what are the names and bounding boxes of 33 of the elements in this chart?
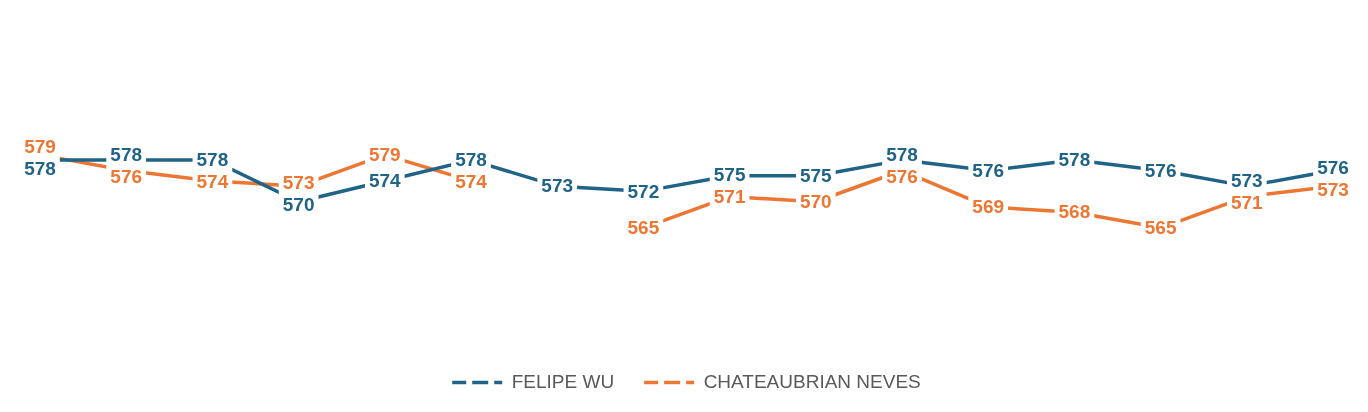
data-label: 573 [541, 175, 574, 197]
data-label: 565 [627, 217, 660, 239]
data-label: 579 [368, 144, 401, 166]
legend-label: CHATEAUBRIAN NEVES [703, 370, 921, 392]
data-label: 578 [110, 143, 143, 165]
data-label: 570 [282, 194, 315, 216]
data-label: 575 [713, 164, 746, 186]
data-label: 565 [1144, 217, 1177, 239]
data-label: 574 [196, 170, 229, 192]
data-label: 576 [972, 159, 1005, 181]
data-label: 573 [1230, 169, 1263, 191]
data-label: 578 [455, 148, 487, 170]
data-label: 578 [1058, 149, 1091, 171]
data-label: 574 [368, 170, 402, 192]
data-label: 576 [1317, 156, 1349, 178]
data-label: 574 [455, 170, 488, 192]
legend-label: FELIPE WU [511, 370, 615, 392]
data-label: 576 [110, 165, 143, 187]
data-label: 572 [627, 180, 660, 202]
data-label: 576 [1144, 159, 1177, 181]
data-label: 570 [799, 191, 832, 212]
data-label: 575 [799, 164, 833, 186]
data-label: 579 [24, 135, 56, 157]
data-label: 571 [713, 186, 746, 208]
data-label: 573 [282, 172, 315, 194]
data-label: 578 [886, 143, 918, 165]
data-label: 578 [24, 157, 56, 179]
data-label: 576 [886, 165, 918, 187]
data-label: 569 [972, 196, 1005, 218]
data-label: 578 [196, 148, 229, 170]
data-label: 568 [1058, 201, 1091, 223]
data-label: 573 [1317, 178, 1349, 200]
data-label: 571 [1230, 191, 1264, 213]
